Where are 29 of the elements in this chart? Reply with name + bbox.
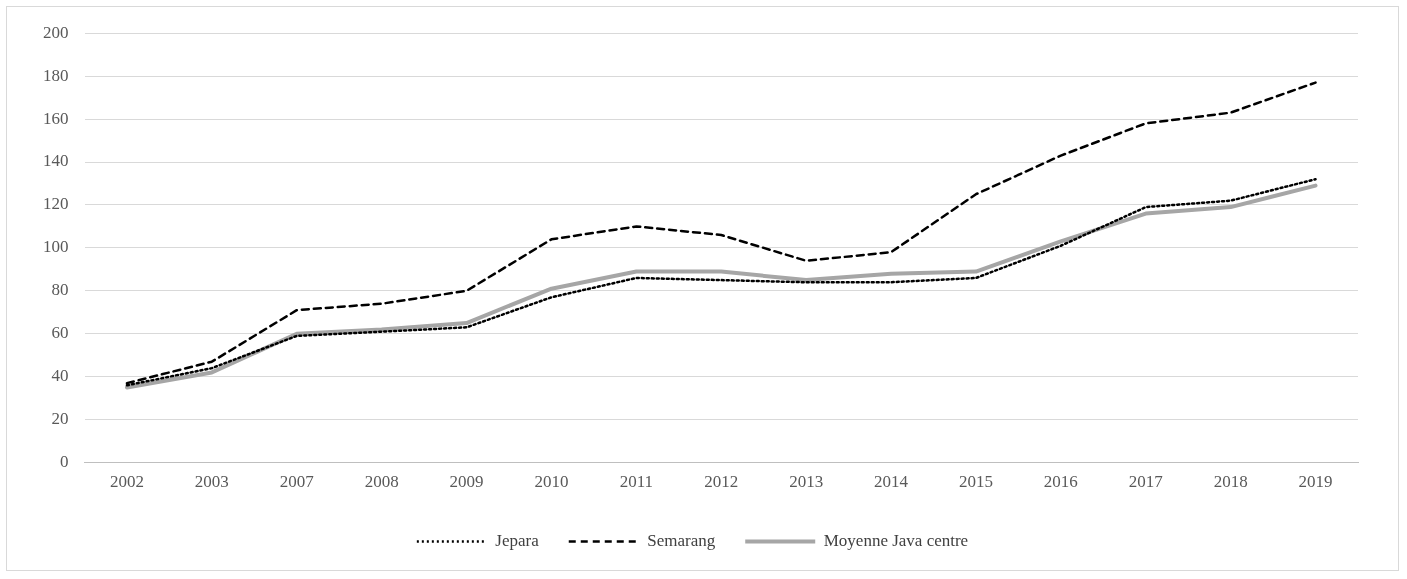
y-tick-label: 80 bbox=[51, 280, 69, 300]
y-tick-label: 100 bbox=[43, 237, 69, 257]
x-tick-label: 2007 bbox=[279, 472, 315, 492]
x-tick-label: 2011 bbox=[619, 472, 654, 492]
y-tick-label: 60 bbox=[51, 323, 69, 343]
x-tick-label: 2019 bbox=[1298, 472, 1333, 492]
y-tick-label: 200 bbox=[43, 22, 69, 42]
y-tick-label: 180 bbox=[43, 65, 69, 85]
x-tick-label: 2008 bbox=[364, 472, 399, 492]
x-tick-label: 2014 bbox=[874, 472, 909, 492]
legend-label: Jepara bbox=[495, 530, 540, 550]
x-tick-label: 2015 bbox=[958, 472, 993, 492]
y-tick-label: 120 bbox=[43, 194, 69, 214]
x-tick-label: 2012 bbox=[704, 472, 739, 492]
x-tick-label: 2002 bbox=[109, 472, 144, 492]
x-tick-label: 2016 bbox=[1043, 472, 1078, 492]
legend-label: Moyenne Java centre bbox=[823, 530, 969, 550]
y-tick-label: 0 bbox=[60, 452, 69, 472]
y-tick-label: 20 bbox=[51, 409, 69, 429]
y-tick-label: 140 bbox=[43, 151, 69, 171]
x-tick-label: 2003 bbox=[194, 472, 229, 492]
x-tick-label: 2017 bbox=[1128, 472, 1164, 492]
x-tick-label: 2018 bbox=[1213, 472, 1248, 492]
legend-label: Semarang bbox=[647, 530, 716, 550]
x-tick-label: 2010 bbox=[534, 472, 569, 492]
x-tick-label: 2009 bbox=[449, 472, 484, 492]
y-tick-label: 160 bbox=[43, 108, 69, 128]
y-tick-label: 40 bbox=[51, 366, 69, 386]
x-tick-label: 2013 bbox=[789, 472, 824, 492]
